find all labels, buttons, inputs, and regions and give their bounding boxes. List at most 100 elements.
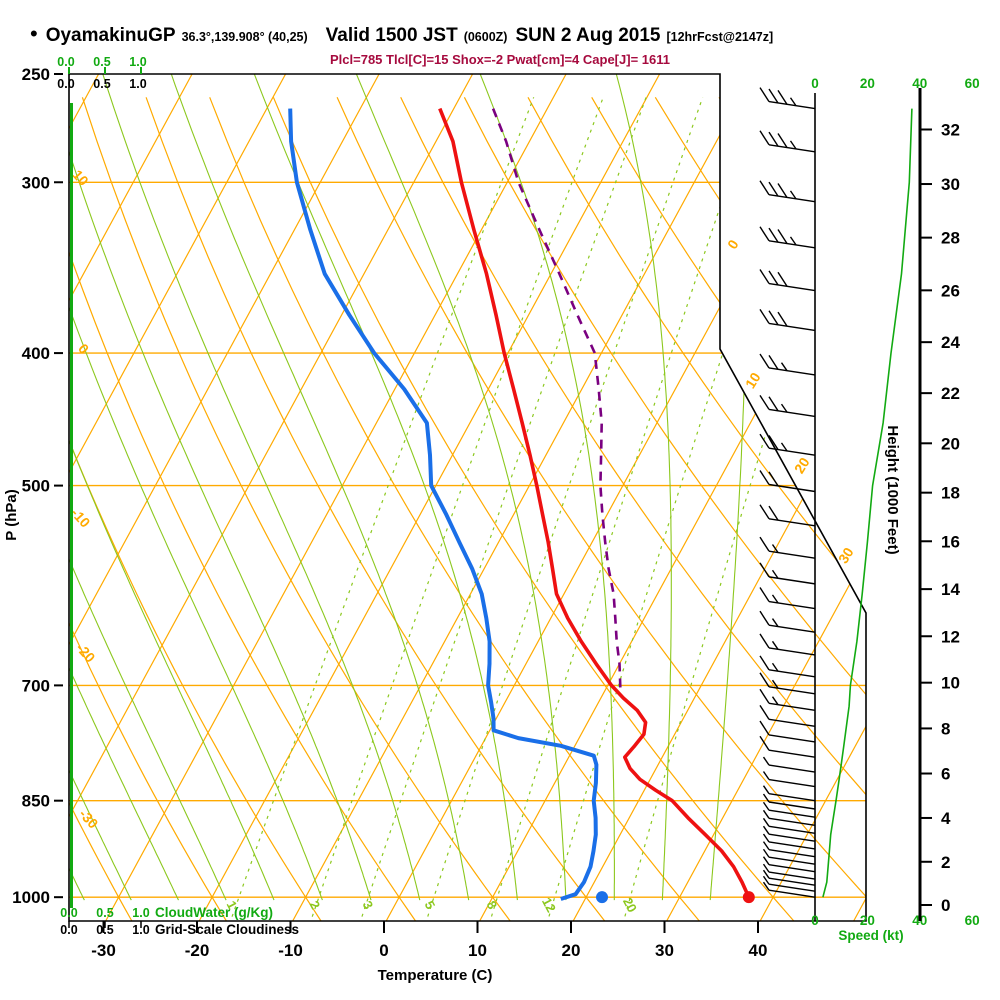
wind-barb (759, 433, 816, 456)
svg-text:1.0: 1.0 (132, 906, 149, 920)
wind-barb (762, 833, 816, 850)
svg-text:2: 2 (941, 853, 950, 872)
svg-text:Grid-Scale Cloudiness: Grid-Scale Cloudiness (155, 922, 299, 937)
svg-text:32: 32 (941, 120, 960, 139)
svg-text:0: 0 (379, 941, 388, 960)
surface-dewpoint-dot (596, 891, 609, 904)
svg-text:24: 24 (941, 333, 960, 352)
svg-text:Height (1000 Feet): Height (1000 Feet) (884, 425, 901, 554)
svg-text:20: 20 (562, 941, 581, 960)
valid-date: SUN 2 Aug 2015 (515, 25, 661, 46)
svg-text:300: 300 (22, 173, 50, 192)
dewpoint-curve (288, 108, 599, 901)
wind-barb (759, 130, 816, 153)
wind-barb (759, 470, 816, 493)
svg-text:-20: -20 (73, 640, 99, 666)
station-coords: 36.3°,139.908° (40,25) (181, 30, 308, 44)
parcel-curve (491, 108, 622, 690)
valid-time: Valid 1500 JST (325, 25, 458, 46)
wind-barb (759, 269, 816, 292)
svg-text:20: 20 (791, 454, 813, 476)
svg-text:0.0: 0.0 (57, 55, 74, 69)
svg-text:22: 22 (941, 384, 960, 403)
svg-text:-30: -30 (76, 806, 102, 832)
wind-barb (762, 785, 816, 802)
svg-text:0.5: 0.5 (96, 923, 113, 937)
wind-barb (759, 87, 816, 110)
svg-text:0.5: 0.5 (93, 55, 110, 69)
cloud-scales: 0.0 0.0 0.0 0.0 0.5 0.5 0.5 0.5 1.0 1.0 1.0 1.0 Clou… (57, 55, 299, 937)
svg-text:850: 850 (22, 792, 50, 811)
svg-text:-30: -30 (91, 941, 116, 960)
svg-text:60: 60 (965, 76, 980, 91)
title-bar: • OyamakinuGP 36.3°,139.908° (40,25) Val… (30, 21, 995, 47)
wind-barb (759, 395, 816, 418)
forecast-info: [12hrFcst@2147z] (666, 30, 774, 44)
wind-speed-curve (822, 108, 913, 898)
wind-barb (762, 869, 816, 886)
svg-text:1.0: 1.0 (132, 923, 149, 937)
svg-text:12: 12 (539, 895, 559, 915)
valid-time-utc: (0600Z) (463, 30, 508, 44)
wind-barb (759, 610, 816, 633)
temperature-curve (438, 107, 751, 898)
wind-barb (759, 180, 816, 203)
svg-text:40: 40 (749, 941, 768, 960)
wind-barb (759, 633, 816, 656)
wind-barb (762, 856, 816, 873)
sounding-curves (288, 107, 755, 904)
wind-barb (762, 863, 816, 880)
pressure-axis: 250 300 400 500 700 850 1000 P (hPa) (3, 65, 63, 907)
wind-barb (759, 504, 816, 527)
wind-barb (759, 688, 816, 711)
svg-text:30: 30 (941, 175, 960, 194)
station-name: OyamakinuGP (45, 25, 176, 46)
wind-barb (762, 793, 816, 810)
grid-lines (69, 74, 866, 921)
svg-text:0.0: 0.0 (60, 906, 77, 920)
temperature-axis: -30 -20 -10 0 10 20 30 40 Temperature (C) (91, 921, 767, 984)
wind-barb (762, 809, 816, 827)
svg-text:40: 40 (912, 76, 927, 91)
surface-temperature-dot (742, 891, 755, 904)
svg-text:700: 700 (22, 676, 50, 695)
svg-text:12: 12 (941, 627, 960, 646)
wind-barb (759, 672, 816, 695)
svg-text:0.0: 0.0 (60, 923, 77, 937)
svg-text:10: 10 (468, 941, 487, 960)
svg-text:0: 0 (724, 237, 742, 252)
wind-barb (759, 226, 816, 249)
svg-text:Speed (kt): Speed (kt) (838, 928, 903, 943)
svg-text:4: 4 (941, 809, 951, 828)
svg-text:CloudWater (g/Kg): CloudWater (g/Kg) (155, 905, 273, 920)
svg-text:0.5: 0.5 (93, 77, 110, 91)
svg-text:1.0: 1.0 (129, 77, 146, 91)
svg-text:20: 20 (941, 434, 960, 453)
wind-barb (759, 353, 816, 376)
wind-barb (759, 720, 816, 743)
svg-text:0: 0 (75, 340, 92, 357)
wind-barb (759, 309, 816, 332)
svg-text:0.0: 0.0 (57, 77, 74, 91)
svg-text:400: 400 (22, 344, 50, 363)
svg-text:30: 30 (835, 544, 857, 566)
svg-text:5: 5 (422, 898, 439, 911)
speed-axis: 00202040406060Speed (kt) (811, 76, 979, 943)
wind-barb (762, 881, 816, 898)
svg-text:500: 500 (22, 477, 50, 496)
svg-text:1.0: 1.0 (129, 55, 146, 69)
svg-text:0: 0 (941, 896, 950, 915)
svg-text:28: 28 (941, 229, 960, 248)
wind-barb (762, 771, 816, 788)
svg-text:30: 30 (655, 941, 674, 960)
svg-text:26: 26 (941, 281, 960, 300)
wind-barb (759, 655, 816, 678)
svg-text:0: 0 (811, 913, 819, 928)
svg-text:8: 8 (484, 898, 501, 911)
wind-barbs (759, 87, 816, 921)
wind-barb (759, 536, 816, 559)
svg-text:8: 8 (941, 719, 950, 738)
